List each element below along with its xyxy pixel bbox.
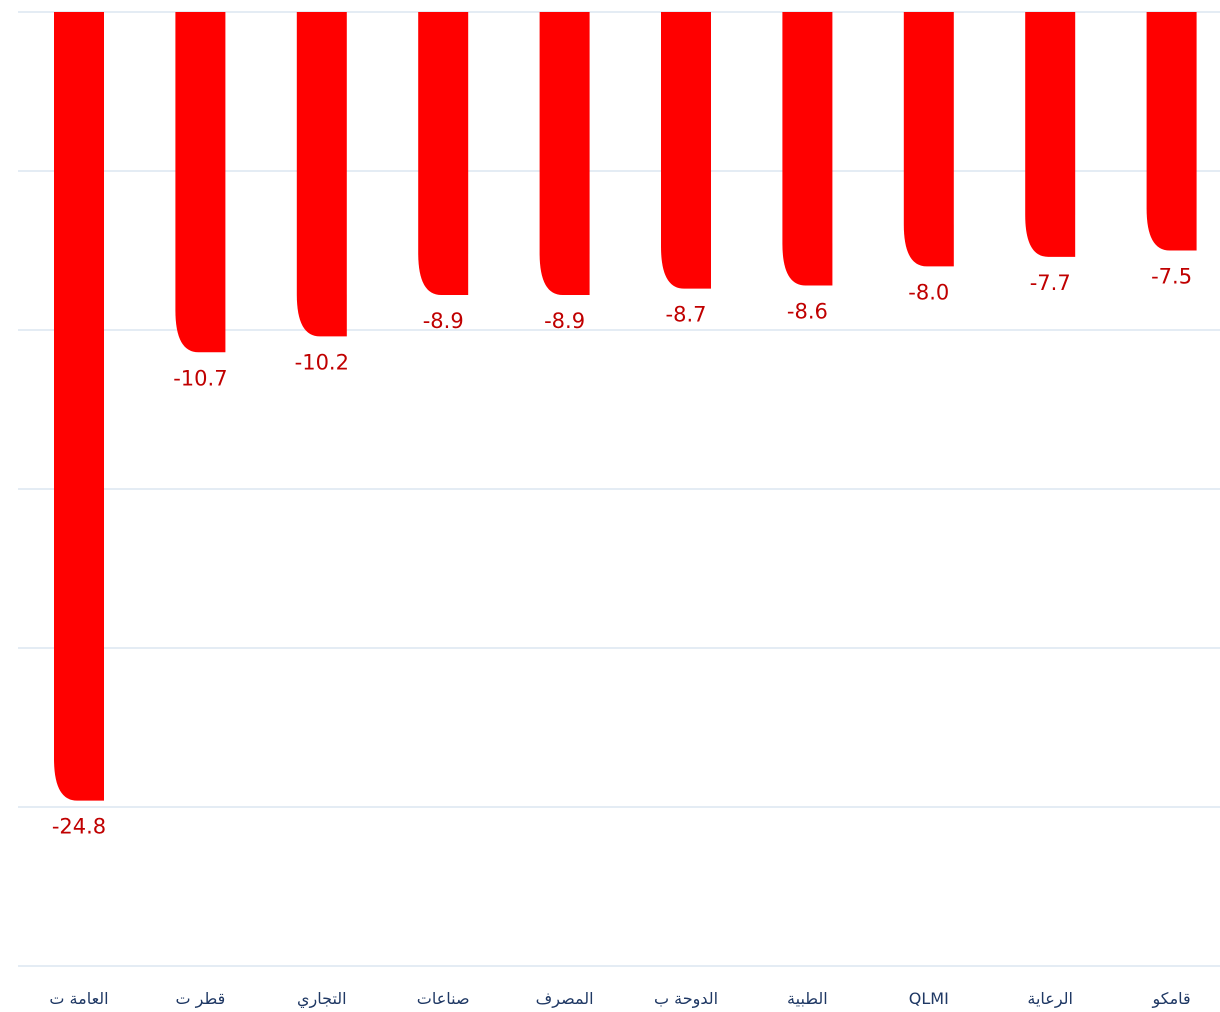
category-label: الدوحة ب <box>654 989 718 1009</box>
category-axis-labels: العامة ت قطر ت التجاري صناعات المصرف الدوحة ب… <box>49 989 1190 1009</box>
category-label: التجاري <box>297 989 347 1009</box>
bar <box>1025 12 1076 257</box>
category-label: QLMI <box>909 989 949 1008</box>
data-label: -24.8 <box>52 815 106 839</box>
category-label: المصرف <box>536 989 594 1009</box>
bar <box>1146 12 1197 251</box>
category-label: صناعات <box>417 989 470 1008</box>
data-labels: -24.8 -10.7 -10.2 -8.9 -8.9 -8.7 -8.6 -8.0 -7.7 -… <box>52 265 1192 839</box>
category-label: قطر ت <box>176 989 226 1009</box>
category-label: العامة ت <box>49 989 108 1008</box>
category-label: الطبية <box>787 989 828 1008</box>
data-label: -8.7 <box>666 303 707 327</box>
category-label: الرعاية <box>1027 989 1073 1009</box>
bar <box>54 12 104 801</box>
data-label: -8.9 <box>544 309 585 333</box>
bar <box>175 12 226 353</box>
category-label: قامكو <box>1151 989 1190 1009</box>
data-label: -8.9 <box>423 309 464 333</box>
data-label: -8.6 <box>787 299 828 323</box>
data-label: -7.7 <box>1030 271 1071 295</box>
bar <box>296 12 347 337</box>
bar <box>539 12 590 296</box>
data-label: -10.7 <box>173 366 227 390</box>
data-label: -8.0 <box>908 280 949 304</box>
data-label: -10.2 <box>295 350 349 374</box>
bar <box>903 12 954 267</box>
data-label: -7.5 <box>1151 265 1192 289</box>
bar <box>661 12 711 289</box>
bars <box>54 12 1197 801</box>
bar <box>782 12 833 286</box>
bar <box>418 12 469 296</box>
